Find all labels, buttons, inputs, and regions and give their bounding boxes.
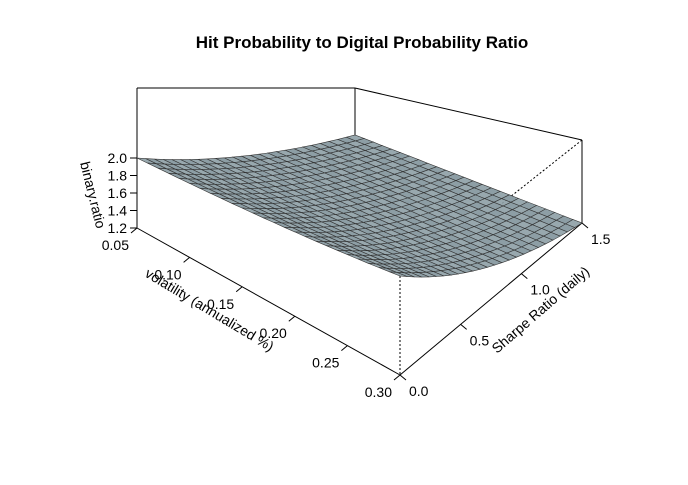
x-tick-label: 0.10	[154, 266, 181, 282]
box-edge-front-right	[399, 222, 583, 376]
box-edge-right-top	[354, 87, 583, 141]
z-tick-label: 1.4	[108, 203, 128, 219]
y-tick	[399, 374, 407, 381]
x-tick	[235, 286, 243, 293]
x-tick	[288, 315, 296, 322]
x-tick	[130, 227, 138, 234]
y-axis: 0.0 0.5 1.0 1.5	[399, 222, 611, 399]
z-tick-label: 1.6	[108, 185, 128, 201]
y-tick-label: 0.5	[470, 332, 490, 348]
y-axis-label: Sharpe Ratio (daily)	[488, 263, 592, 356]
surface-mesh	[136, 134, 583, 278]
y-tick-label: 1.5	[591, 231, 611, 247]
box-edge-hidden-right	[499, 139, 583, 206]
surface-cell	[389, 271, 408, 277]
x-tick-label: 0.20	[260, 325, 287, 341]
chart-title: Hit Probability to Digital Probability R…	[196, 33, 528, 52]
y-tick	[521, 273, 528, 280]
x-tick	[183, 257, 190, 263]
x-tick	[341, 345, 348, 351]
y-tick	[581, 222, 589, 229]
z-axis: 1.21.4 1.61.8 2.0	[108, 150, 137, 236]
x-tick-label: 0.05	[102, 237, 129, 253]
x-axis: 0.05 0.10 0.15 0.20 0.25 0.30	[102, 227, 401, 400]
y-tick-label: 1.0	[530, 282, 550, 298]
y-tick-label: 0.0	[409, 383, 429, 399]
z-tick-label: 1.2	[108, 220, 128, 236]
z-tick-label: 1.8	[108, 168, 128, 184]
x-axis-label: volatility (annualized %)	[142, 265, 276, 354]
y-tick	[460, 323, 467, 330]
z-tick-label: 2.0	[108, 150, 128, 166]
x-tick	[393, 374, 401, 381]
x-tick-label: 0.25	[312, 355, 339, 371]
x-tick-label: 0.15	[207, 296, 234, 312]
z-axis-label: binary.ratio	[77, 160, 109, 230]
box-edge-front-left	[136, 227, 401, 376]
x-tick-label: 0.30	[365, 384, 392, 400]
